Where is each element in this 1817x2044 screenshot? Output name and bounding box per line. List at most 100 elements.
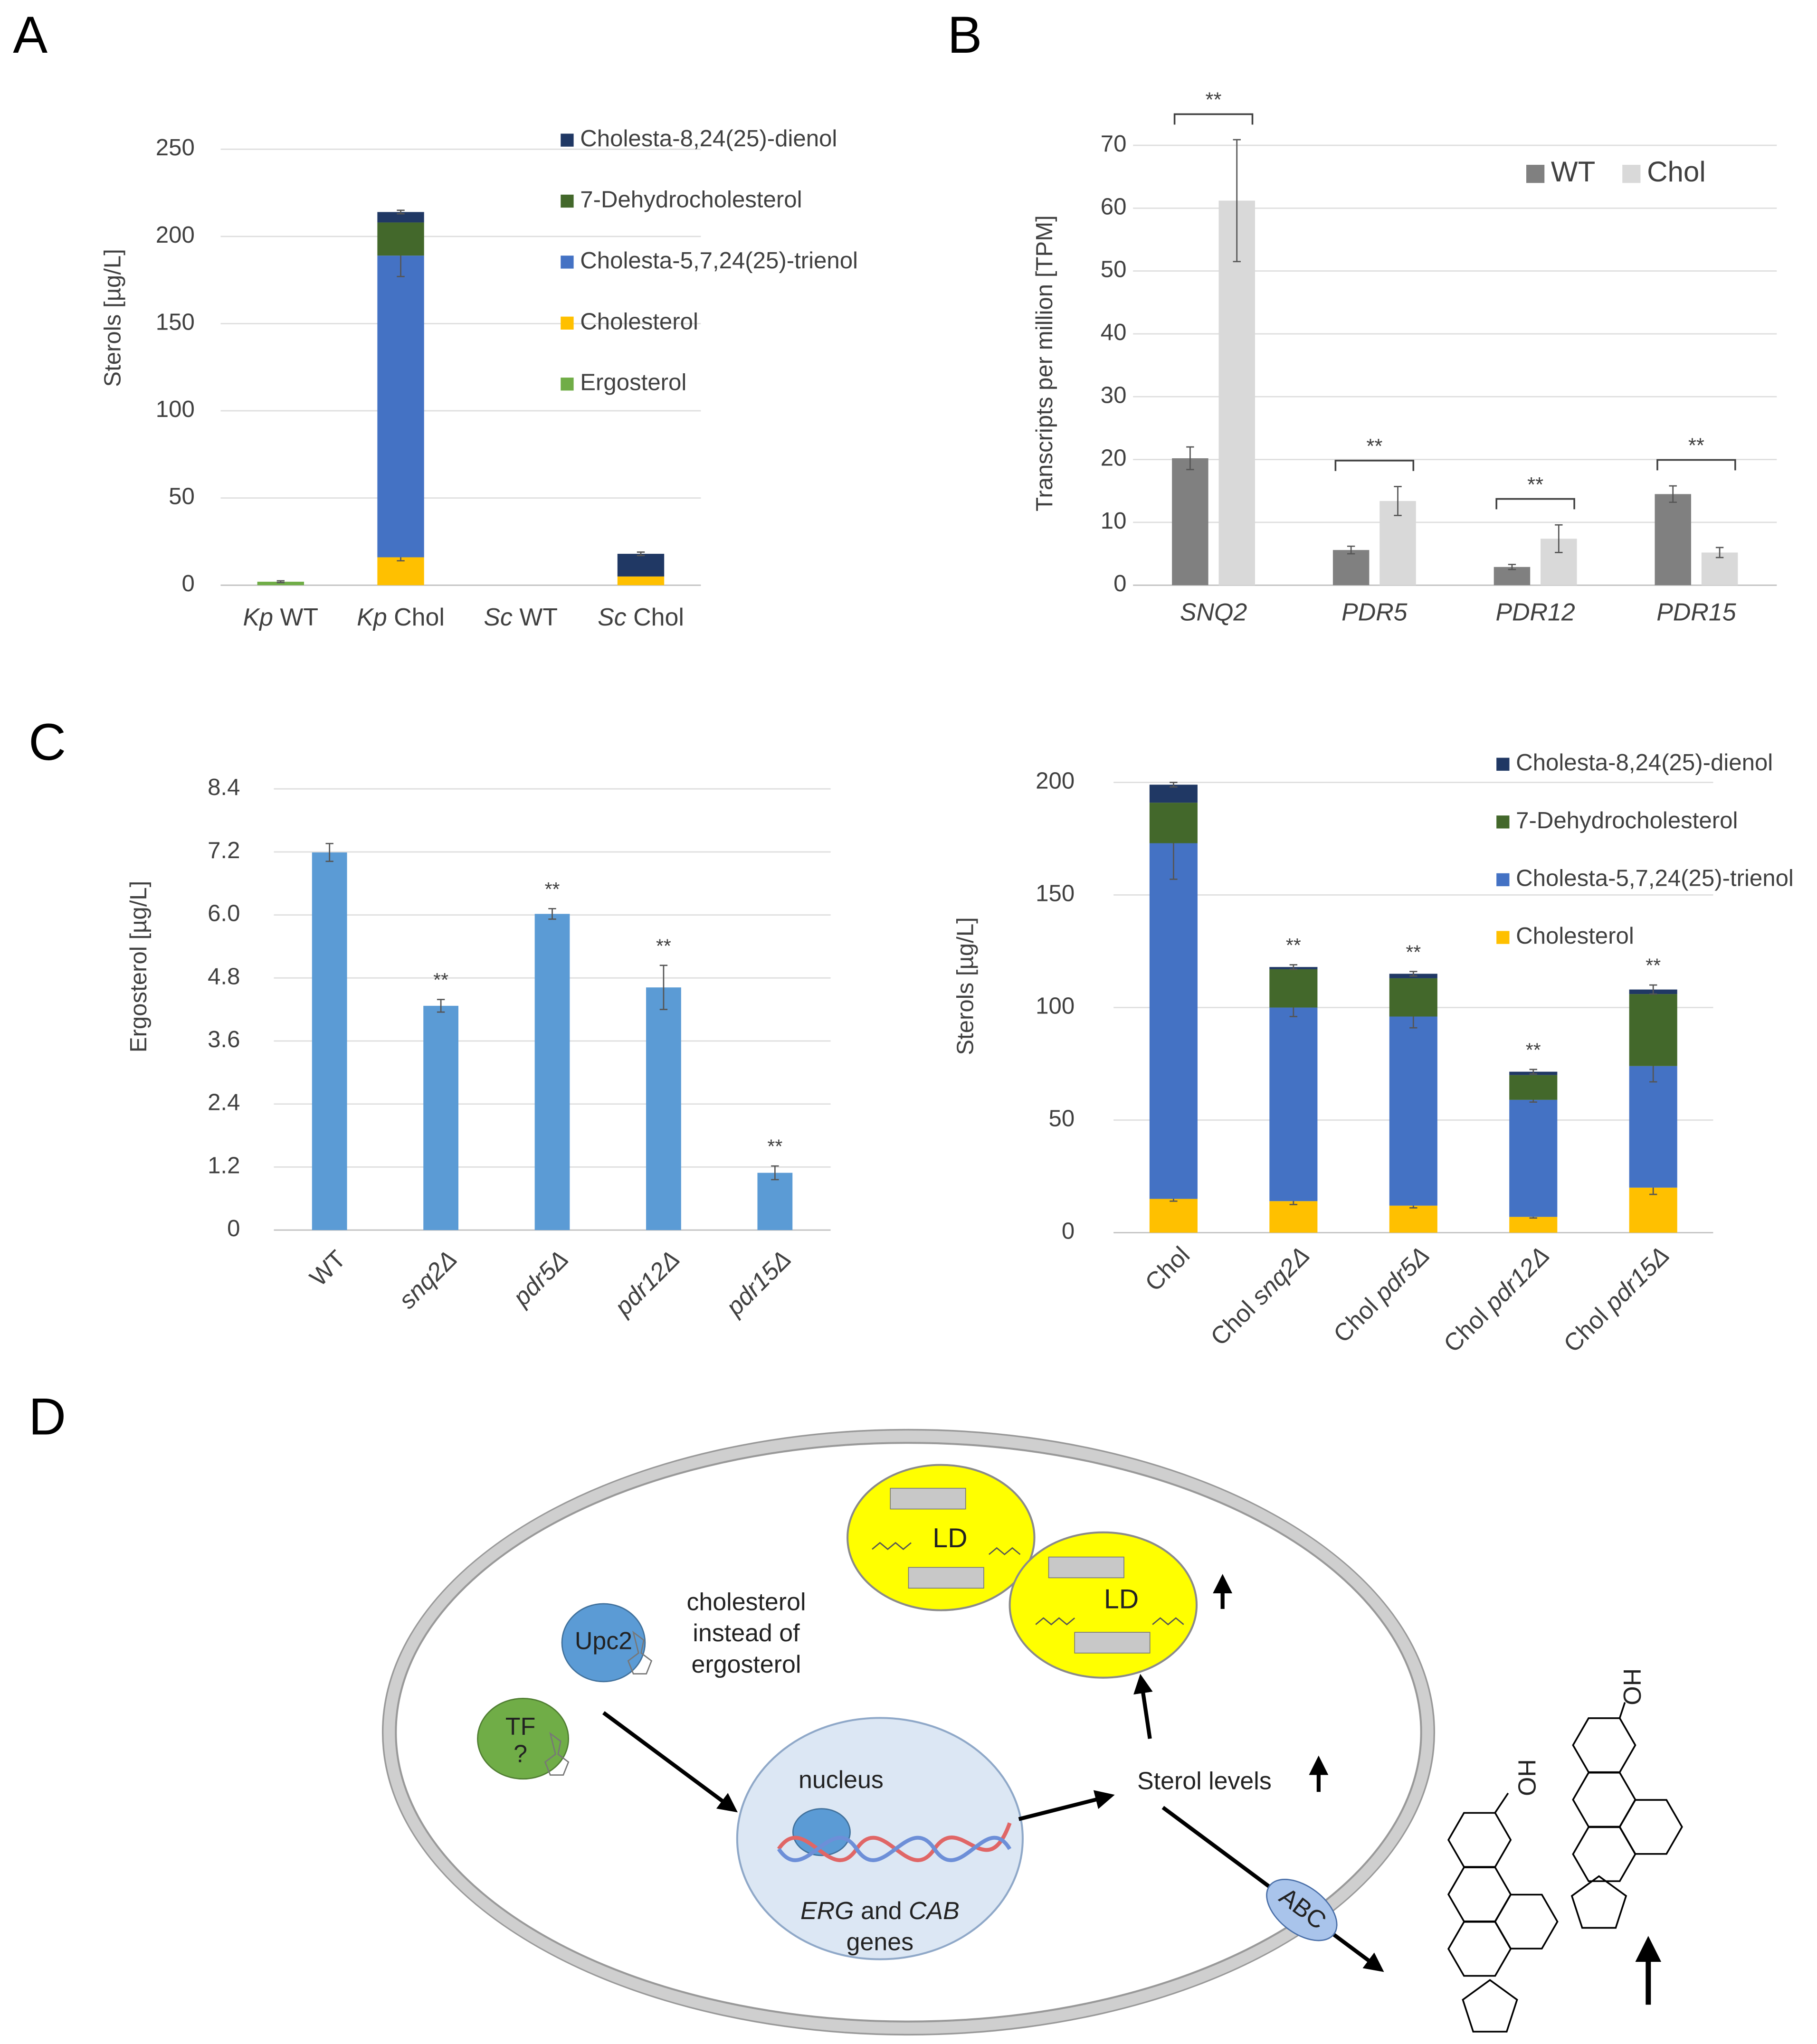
- y-tick-label: 0: [227, 1215, 240, 1241]
- y-tick-label: 50: [1049, 1106, 1075, 1132]
- panel-label: C: [29, 713, 66, 771]
- error-bar: [1669, 485, 1677, 503]
- error-bar: [637, 551, 645, 557]
- bar-segment: [1149, 843, 1198, 1199]
- error-bar: [1529, 1069, 1537, 1075]
- x-tick-label: Chol snq2Δ: [1205, 1241, 1315, 1351]
- y-tick-label: 60: [1101, 193, 1127, 219]
- y-tick-label: 50: [1101, 256, 1127, 283]
- hydroxyl-bond: [1494, 1792, 1509, 1813]
- x-tick-label: Chol pdr12Δ: [1438, 1241, 1555, 1358]
- bar: [1332, 550, 1370, 586]
- note-text: cholesterol: [686, 1589, 806, 1616]
- bar-segment: [1389, 978, 1437, 1017]
- bar: [757, 1173, 793, 1230]
- error-bar: [1170, 782, 1178, 788]
- x-tick-label: PDR12: [1495, 598, 1575, 626]
- y-tick-label: 4.8: [208, 963, 240, 989]
- legend-swatch: [1496, 815, 1510, 829]
- steroid-ring: [1572, 1771, 1636, 1828]
- x-tick-label: pdr12Δ: [609, 1245, 685, 1322]
- y-tick-label: 0: [181, 570, 194, 596]
- x-tick-label: Chol: [1140, 1241, 1195, 1297]
- y-axis-title: Sterols [µg/L]: [952, 917, 978, 1055]
- bar-segment: [1269, 1007, 1318, 1202]
- genes-label: ERG and CAB: [800, 1897, 960, 1925]
- cell-wall: [383, 1430, 1434, 2034]
- sterol-icon: [544, 1732, 570, 1776]
- cell-diagram: LD LD Upc2 cholesterol instead of ergost…: [381, 1429, 1683, 2036]
- sterol-levels-label: Sterol levels: [1137, 1768, 1272, 1795]
- bar: [312, 852, 347, 1230]
- gene-name: ERG: [800, 1897, 854, 1925]
- y-axis-title: Ergosterol [µg/L]: [125, 881, 152, 1053]
- significance-bracket: [1495, 498, 1575, 510]
- sterol-molecules: [1447, 1702, 1683, 2033]
- y-tick-label: 150: [156, 309, 195, 335]
- legend-label: Cholesterol: [1516, 923, 1634, 949]
- error-bar: [1233, 139, 1241, 263]
- bar-segment: [1509, 1217, 1558, 1233]
- upc2-label: Upc2: [575, 1628, 632, 1655]
- panel-label: B: [947, 6, 982, 64]
- error-bar: [325, 842, 333, 862]
- error-bar: [1715, 547, 1724, 558]
- error-bar: [276, 580, 285, 584]
- bar-segment: [1269, 1201, 1318, 1233]
- lipid-droplet: [1008, 1531, 1198, 1679]
- error-bar: [659, 965, 668, 1011]
- error-bar: [1347, 545, 1355, 555]
- y-tick-label: 70: [1101, 131, 1127, 157]
- error-bar: [771, 1165, 779, 1181]
- legend-swatch: [561, 194, 574, 208]
- significance-label: **: [1526, 1039, 1541, 1060]
- x-tick-label: Sc Chol: [598, 604, 684, 631]
- significance-label: **: [1406, 941, 1421, 963]
- significance-label: **: [433, 969, 448, 991]
- legend-swatch: [561, 256, 574, 269]
- bar-segment: [377, 557, 424, 586]
- ld-label: LD: [1104, 1584, 1139, 1615]
- steroid-ring: [1572, 1717, 1636, 1773]
- error-bar: [1508, 564, 1516, 570]
- bar-segment: [377, 212, 424, 223]
- legend-label: Cholesta-8,24(25)-dienol: [580, 125, 837, 151]
- steroid-ring: [1447, 1921, 1512, 1977]
- bar-segment: [1629, 1187, 1677, 1233]
- bar-segment: [1149, 1199, 1198, 1233]
- legend-swatch: [1496, 873, 1510, 887]
- y-axis-title: Sterols [µg/L]: [99, 249, 125, 387]
- bar-segment: [377, 222, 424, 256]
- dna-strand: [777, 1836, 1012, 1863]
- bar: [534, 914, 570, 1230]
- legend-label: Ergosterol: [580, 369, 686, 396]
- y-tick-label: 7.2: [208, 837, 240, 863]
- x-tick-label: PDR15: [1656, 598, 1736, 626]
- bar-segment: [617, 554, 665, 577]
- legend-label: Cholesterol: [580, 308, 698, 334]
- y-tick-label: 100: [156, 396, 195, 422]
- genes-label: genes: [847, 1928, 913, 1956]
- legend-label: Cholesta-8,24(25)-dienol: [1516, 749, 1773, 776]
- legend-swatch: [1526, 165, 1545, 183]
- chart: Ergosterol [µg/L] 0 1.2 2.4 3.6 4.8 6.0 7.2 8.4 W…: [125, 774, 831, 1322]
- x-tick-label: PDR5: [1341, 598, 1408, 626]
- significance-label: **: [1286, 934, 1301, 956]
- error-bar: [437, 999, 445, 1013]
- y-tick-label: 30: [1101, 382, 1127, 408]
- chart: Transcripts per million [TPM] 0 10 20 30 40 50…: [1031, 88, 1777, 626]
- legend-label: Chol: [1647, 156, 1706, 188]
- tf-label: TF: [505, 1713, 535, 1741]
- x-tick-label: pdr15Δ: [720, 1245, 797, 1322]
- x-tick-label: SNQ2: [1180, 598, 1247, 626]
- bar-segment: [1509, 1099, 1558, 1217]
- genes-text: and: [861, 1897, 902, 1925]
- cell-wall: [381, 1429, 1436, 2036]
- arrow: [1133, 1674, 1153, 1739]
- legend-swatch: [1496, 757, 1510, 771]
- legend-label: Cholesta-5,7,24(25)-trienol: [1516, 865, 1794, 891]
- bar-segment: [1389, 1016, 1437, 1206]
- significance-label: **: [1366, 435, 1382, 458]
- lipid-icons: [890, 1487, 1151, 1654]
- y-tick-label: 3.6: [208, 1026, 240, 1052]
